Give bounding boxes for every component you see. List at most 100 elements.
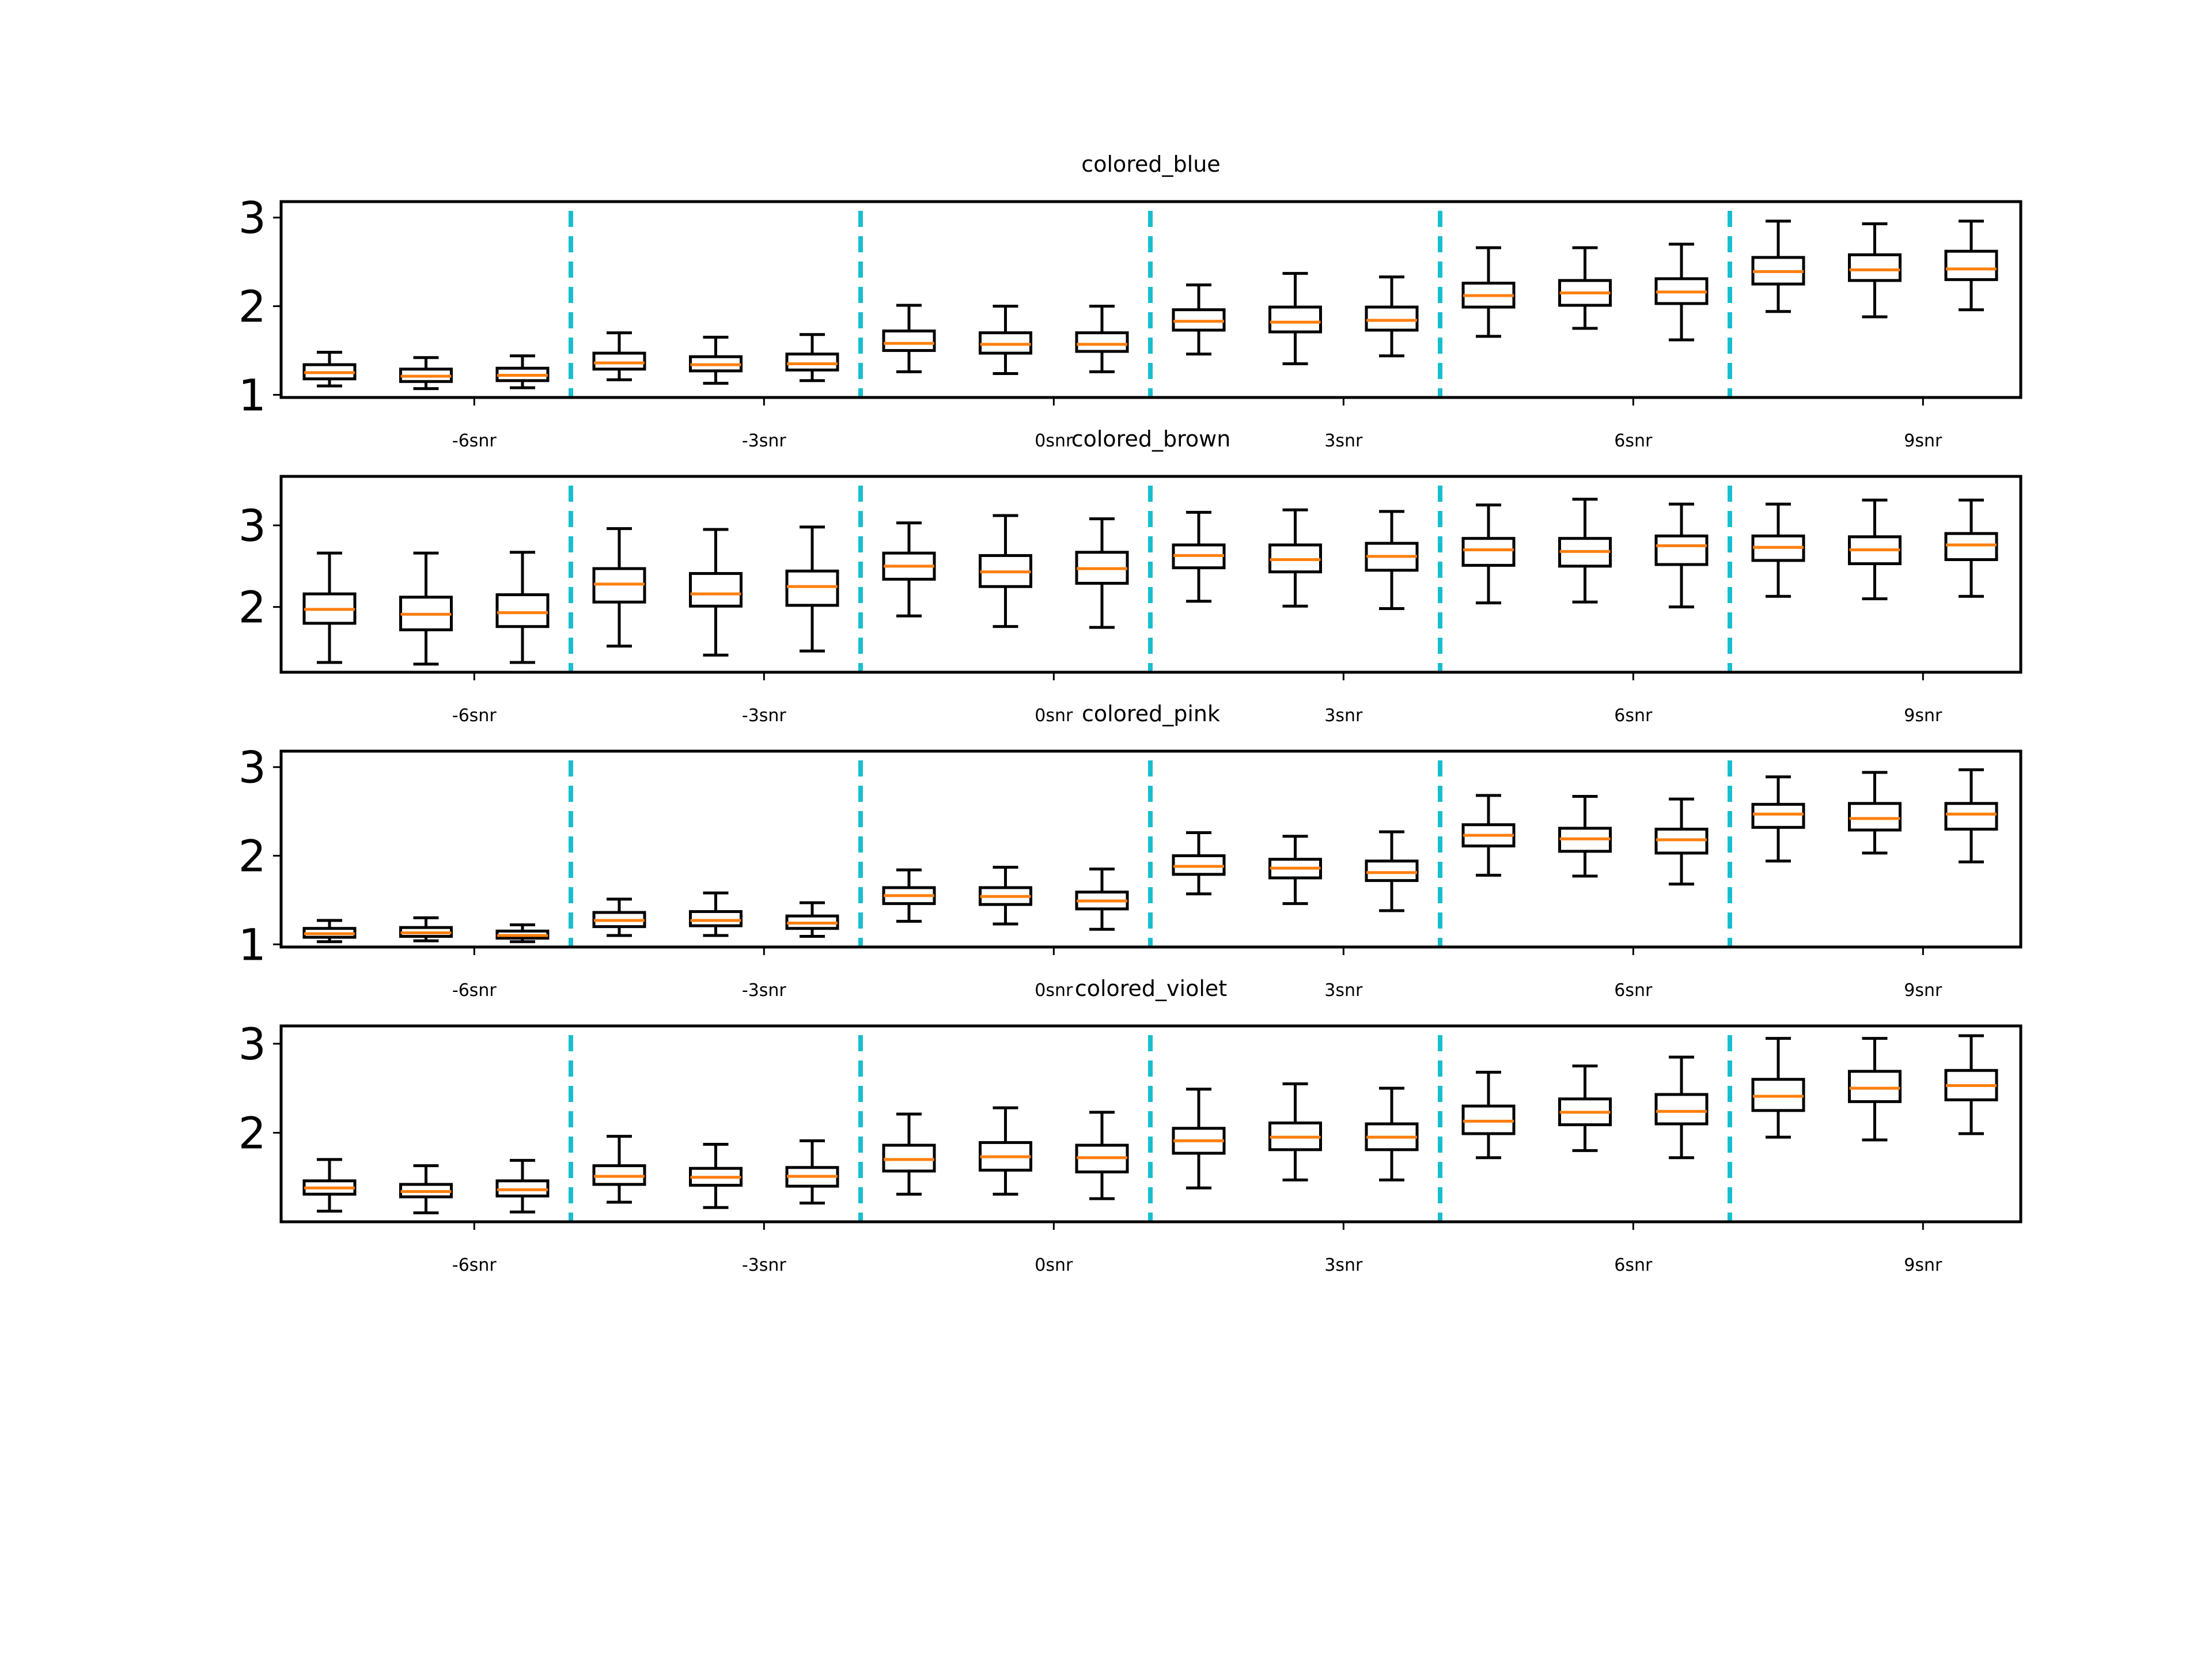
xtick-label: 6snr bbox=[1614, 431, 1653, 451]
xtick-label: -3snr bbox=[742, 706, 787, 726]
xtick-label: -6snr bbox=[452, 706, 497, 726]
box-iqr bbox=[592, 351, 646, 371]
box bbox=[1172, 831, 1226, 896]
box-iqr bbox=[1268, 305, 1322, 334]
panel-title: colored_blue bbox=[1081, 151, 1220, 177]
ytick-label: 2 bbox=[238, 1107, 266, 1158]
box bbox=[1268, 272, 1322, 366]
box bbox=[1848, 1037, 1902, 1142]
box bbox=[1075, 1111, 1129, 1200]
box-iqr bbox=[1365, 859, 1419, 882]
panel-colored-violet: colored_violet 2 3 -6snr -3snr 0snr 3snr 6snr 9… bbox=[238, 976, 2022, 1275]
box bbox=[1944, 498, 1998, 598]
box bbox=[1461, 1070, 1516, 1160]
xtick-label: 0snr bbox=[1035, 980, 1073, 1001]
box-iqr bbox=[1848, 1070, 1902, 1103]
box bbox=[1558, 1065, 1612, 1152]
box bbox=[1075, 305, 1129, 373]
xtick-label: -6snr bbox=[452, 1255, 497, 1275]
xtick-label: 3snr bbox=[1324, 1255, 1363, 1275]
box bbox=[1268, 835, 1322, 906]
box bbox=[1848, 222, 1902, 319]
box bbox=[1172, 1088, 1226, 1190]
box bbox=[1558, 498, 1612, 604]
plot-area: 1 2 3 -6snr -3snr 0snr 3snr 6snr 9snr bbox=[238, 192, 2022, 451]
xtick-label: -3snr bbox=[742, 431, 787, 451]
box-iqr bbox=[1848, 253, 1902, 282]
box bbox=[399, 356, 453, 391]
xtick-label: 0snr bbox=[1035, 1255, 1073, 1275]
ytick-label: 1 bbox=[238, 369, 266, 421]
box bbox=[689, 1143, 743, 1209]
box bbox=[1558, 794, 1612, 878]
box bbox=[1461, 246, 1516, 338]
box-iqr bbox=[1848, 802, 1902, 832]
box bbox=[1654, 1055, 1709, 1160]
box bbox=[1558, 246, 1612, 330]
box bbox=[1654, 243, 1709, 342]
box-iqr bbox=[1461, 537, 1516, 567]
box-iqr bbox=[1944, 532, 1998, 562]
box-iqr bbox=[1654, 1093, 1709, 1126]
box bbox=[882, 521, 936, 618]
box bbox=[1751, 219, 1805, 313]
xtick-label: 9snr bbox=[1904, 980, 1942, 1001]
box-iqr bbox=[1751, 802, 1805, 829]
box bbox=[495, 1158, 550, 1214]
box bbox=[1075, 868, 1129, 931]
box bbox=[979, 1106, 1032, 1196]
box bbox=[882, 304, 936, 373]
box bbox=[1365, 1086, 1419, 1181]
box bbox=[979, 305, 1032, 375]
box bbox=[1172, 283, 1226, 356]
box bbox=[592, 331, 646, 381]
box bbox=[1848, 771, 1902, 855]
box bbox=[1751, 1037, 1805, 1139]
box bbox=[399, 916, 453, 942]
box bbox=[689, 335, 743, 385]
box-iqr bbox=[1654, 534, 1709, 566]
panel-colored-blue: colored_blue 1 2 3 -6snr -3snr 0snr 3snr 6snr 9s… bbox=[238, 151, 2022, 451]
xtick-label: -3snr bbox=[742, 1255, 787, 1275]
box bbox=[495, 923, 550, 944]
box-iqr bbox=[785, 569, 839, 607]
axes-frame bbox=[279, 200, 2022, 399]
box bbox=[1848, 498, 1902, 600]
box-iqr bbox=[785, 353, 839, 372]
plot-area: 1 2 3 -6snr -3snr 0snr 3snr 6snr 9snr bbox=[238, 742, 2022, 1001]
xtick-label: 6snr bbox=[1614, 980, 1653, 1001]
box bbox=[785, 901, 839, 938]
panel-title: colored_pink bbox=[1082, 701, 1220, 726]
plot-area: 2 3 -6snr -3snr 0snr 3snr 6snr 9snr bbox=[238, 1018, 2022, 1275]
box-iqr bbox=[1075, 331, 1129, 353]
xtick-label: 0snr bbox=[1035, 706, 1073, 726]
box bbox=[1944, 1034, 1998, 1135]
box bbox=[882, 1112, 936, 1196]
box-iqr bbox=[1944, 802, 1998, 831]
xtick-label: 0snr bbox=[1035, 431, 1073, 451]
box-iqr bbox=[1944, 249, 1998, 281]
box bbox=[1268, 1082, 1322, 1181]
box bbox=[1365, 830, 1419, 912]
ytick-label: 3 bbox=[238, 742, 266, 793]
box bbox=[592, 527, 646, 648]
box bbox=[495, 354, 550, 389]
box bbox=[302, 919, 357, 944]
ytick-label: 1 bbox=[238, 919, 266, 970]
box bbox=[979, 514, 1032, 628]
box bbox=[785, 333, 839, 382]
box bbox=[592, 897, 646, 937]
xtick-label: -6snr bbox=[452, 431, 497, 451]
ytick-label: 3 bbox=[238, 1018, 266, 1070]
ytick-label: 3 bbox=[238, 192, 266, 244]
xtick-label: 6snr bbox=[1614, 1255, 1653, 1275]
box bbox=[1654, 502, 1709, 609]
xtick-label: -3snr bbox=[742, 980, 787, 1001]
box-iqr bbox=[1365, 305, 1419, 332]
xtick-label: 3snr bbox=[1324, 980, 1363, 1001]
xtick-label: -6snr bbox=[452, 980, 497, 1001]
axes-frame bbox=[279, 1024, 2022, 1224]
box bbox=[1075, 517, 1129, 629]
